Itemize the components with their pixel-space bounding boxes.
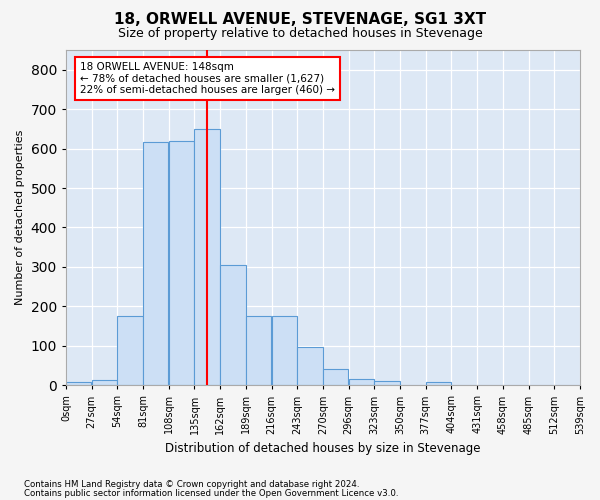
Bar	[169, 140, 194, 386]
X-axis label: Distribution of detached houses by size in Stevenage: Distribution of detached houses by size …	[165, 442, 481, 455]
Bar	[194, 129, 220, 386]
Bar	[349, 380, 374, 386]
Text: Contains HM Land Registry data © Crown copyright and database right 2024.: Contains HM Land Registry data © Crown c…	[24, 480, 359, 489]
Text: Contains public sector information licensed under the Open Government Licence v3: Contains public sector information licen…	[24, 490, 398, 498]
Bar	[374, 382, 400, 386]
Bar	[297, 346, 323, 386]
Text: 18, ORWELL AVENUE, STEVENAGE, SG1 3XT: 18, ORWELL AVENUE, STEVENAGE, SG1 3XT	[114, 12, 486, 28]
Y-axis label: Number of detached properties: Number of detached properties	[15, 130, 25, 306]
Bar	[323, 370, 349, 386]
Bar	[143, 142, 169, 386]
Bar	[426, 382, 451, 386]
Bar	[246, 316, 271, 386]
Bar	[92, 380, 117, 386]
Bar	[272, 316, 297, 386]
Bar	[118, 316, 143, 386]
Bar	[66, 382, 91, 386]
Text: Size of property relative to detached houses in Stevenage: Size of property relative to detached ho…	[118, 28, 482, 40]
Bar	[220, 265, 245, 386]
Text: 18 ORWELL AVENUE: 148sqm
← 78% of detached houses are smaller (1,627)
22% of sem: 18 ORWELL AVENUE: 148sqm ← 78% of detach…	[80, 62, 335, 95]
